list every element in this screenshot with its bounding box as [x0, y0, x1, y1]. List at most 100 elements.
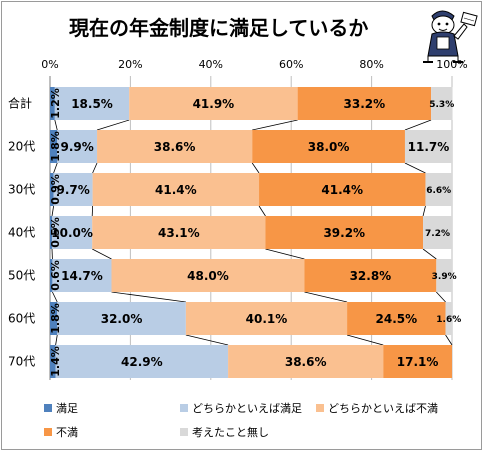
bar-segment: [50, 130, 58, 163]
bar-segment: [57, 302, 186, 335]
data-label: 0.6%: [49, 260, 62, 291]
legend-label: 考えたこと無し: [192, 425, 269, 439]
connector-line: [51, 205, 55, 217]
category-label: 50代: [8, 269, 35, 283]
connector-line: [92, 248, 112, 260]
data-label: 41.4%: [321, 183, 363, 197]
connector-line: [422, 248, 437, 260]
category-label: 40代: [8, 226, 35, 240]
x-tick-label: 0%: [41, 58, 58, 71]
connector-line: [92, 162, 98, 174]
data-label: 9.7%: [56, 183, 89, 197]
bar-segment: [445, 302, 452, 335]
legend-label: どちらかといえば満足: [192, 402, 302, 415]
bar-segment: [50, 259, 53, 292]
bar-segment: [50, 216, 53, 249]
data-label: 9.9%: [60, 140, 93, 154]
connector-line: [422, 205, 426, 217]
data-label: 32.8%: [350, 269, 392, 283]
data-label: 0.5%: [49, 217, 62, 248]
connector-line: [53, 162, 58, 174]
legend-swatch: [180, 404, 188, 412]
connector-line: [54, 119, 58, 131]
bar-segment: [52, 259, 112, 292]
bar-segment: [436, 259, 452, 292]
legend-swatch: [44, 428, 52, 436]
x-tick-label: 100%: [436, 58, 467, 71]
bar-segment: [404, 130, 452, 163]
bars: [50, 87, 453, 378]
series-connector-lines: [51, 119, 453, 346]
data-label: 38.6%: [285, 355, 327, 369]
connector-line: [436, 291, 446, 303]
data-label: 6.6%: [426, 186, 451, 196]
bar-segment: [57, 130, 98, 163]
data-label: 14.7%: [61, 269, 103, 283]
bar-segment: [228, 345, 384, 378]
bar-segment: [304, 259, 437, 292]
data-label: 40.1%: [246, 312, 288, 326]
bar-segment: [347, 302, 446, 335]
data-label: 1.4%: [49, 346, 62, 377]
connector-line: [404, 162, 426, 174]
category-label: 60代: [8, 312, 35, 326]
bar-segment: [50, 173, 54, 206]
x-tick-label: 20%: [118, 58, 142, 71]
data-label: 1.2%: [49, 88, 62, 119]
connector-line: [252, 119, 298, 131]
bar-segment: [53, 173, 93, 206]
data-label: 41.9%: [193, 97, 235, 111]
legend-swatch: [44, 404, 52, 412]
bar-segment: [92, 216, 266, 249]
bar-segment: [92, 173, 260, 206]
data-label: 10.0%: [51, 226, 93, 240]
category-labels: 合計 20代 30代 40代 50代 60代 70代: [8, 96, 35, 369]
connector-line: [111, 291, 186, 303]
data-label: 48.0%: [187, 269, 229, 283]
bar-segment: [431, 87, 453, 120]
connector-line: [304, 291, 348, 303]
bar-segment: [50, 87, 55, 120]
legend-swatch: [316, 404, 324, 412]
data-labels: 1.2% 18.5% 41.9% 33.2% 5.3%1.8%9.9% 38.6% 38.0…: [49, 88, 461, 377]
data-label: 39.2%: [323, 226, 365, 240]
data-label: 1.6%: [436, 315, 461, 325]
bar-segment: [97, 130, 253, 163]
data-label: 3.9%: [432, 272, 457, 282]
bar-segment: [383, 345, 452, 378]
data-label: 24.5%: [376, 312, 418, 326]
chart-title: 現在の年金制度に満足しているか: [69, 16, 368, 40]
category-label: 合計: [8, 96, 32, 111]
bar-segment: [425, 173, 452, 206]
data-label: 42.9%: [121, 355, 163, 369]
bar-segment: [252, 130, 405, 163]
category-label: 30代: [8, 183, 35, 197]
x-tick-label: 40%: [199, 58, 223, 71]
legend-label: 満足: [56, 402, 78, 415]
bar-segment: [111, 259, 305, 292]
legend-label: どちらかといえば不満: [328, 402, 438, 415]
data-label: 5.3%: [429, 100, 454, 110]
data-label: 11.7%: [408, 140, 450, 154]
connector-line: [258, 205, 266, 217]
connector-line: [52, 291, 58, 303]
bar-segment: [50, 302, 58, 335]
bar-segment: [50, 345, 56, 378]
mascot-character-icon: [423, 10, 478, 63]
data-label: 43.1%: [158, 226, 200, 240]
bar-segment: [265, 216, 424, 249]
connector-line: [346, 334, 384, 346]
data-label: 1.8%: [49, 131, 62, 162]
bar-segment: [259, 173, 426, 206]
connector-line: [265, 248, 305, 260]
connector-line: [251, 162, 260, 174]
data-label: 32.0%: [101, 312, 143, 326]
data-label: 18.5%: [71, 97, 113, 111]
data-label: 38.0%: [308, 140, 350, 154]
connector-line: [185, 334, 229, 346]
data-label: 0.9%: [49, 174, 62, 205]
bar-segment: [55, 345, 229, 378]
bar-segment: [297, 87, 432, 120]
